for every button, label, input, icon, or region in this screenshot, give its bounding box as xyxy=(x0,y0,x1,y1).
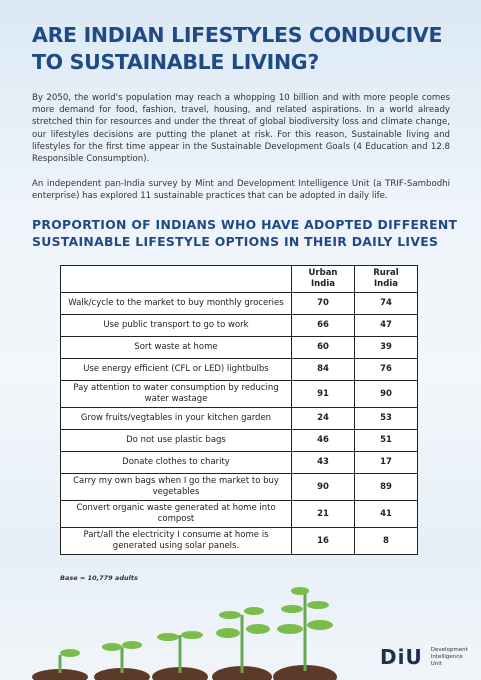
row-label: Pay attention to water consumption by re… xyxy=(60,380,292,408)
table-row: Pay attention to water consumption by re… xyxy=(60,380,418,408)
table-row: Donate clothes to charity 43 17 xyxy=(60,451,418,474)
logo-line: Development xyxy=(430,646,468,653)
value-cell: 91 xyxy=(291,380,355,408)
table-row: Use energy efficient (CFL or LED) lightb… xyxy=(60,358,418,381)
value-cell: 84 xyxy=(291,358,355,381)
value-cell: 47 xyxy=(354,314,418,337)
header-cell: Urban India xyxy=(291,265,355,293)
row-label: Walk/cycle to the market to buy monthly … xyxy=(60,292,292,315)
header-row: Urban India Rural India xyxy=(60,265,418,293)
table-row: Walk/cycle to the market to buy monthly … xyxy=(60,292,418,315)
table: Urban India Rural India Walk/cycle to the… xyxy=(60,265,418,555)
table-row: Carry my own bags when I go the market t… xyxy=(60,473,418,501)
seedlings xyxy=(32,587,337,680)
value-cell: 21 xyxy=(291,500,355,528)
value-cell: 60 xyxy=(291,336,355,359)
paragraph: By 2050, the world's population may reac… xyxy=(32,93,450,165)
row-label: Donate clothes to charity xyxy=(60,451,292,474)
value-cell: 70 xyxy=(291,292,355,315)
value-cell: 46 xyxy=(291,429,355,452)
table-row: Sort waste at home 60 39 xyxy=(60,336,418,359)
paragraph: An independent pan-India survey by Mint … xyxy=(32,179,450,202)
logo-line: Unit xyxy=(430,660,442,667)
value-cell: 76 xyxy=(354,358,418,381)
row-label: Sort waste at home xyxy=(60,336,292,359)
row-label: Convert organic waste generated at home … xyxy=(60,500,292,528)
row-label: Use energy efficient (CFL or LED) lightb… xyxy=(60,358,292,381)
table-row: Do not use plastic bags 46 51 xyxy=(60,429,418,452)
logo-mark: DiU xyxy=(380,645,423,669)
value-cell: 39 xyxy=(354,336,418,359)
value-cell: 16 xyxy=(291,527,355,555)
value-cell: 53 xyxy=(354,407,418,430)
value-cell: 90 xyxy=(354,380,418,408)
row-label: Grow fruits/vegtables in your kitchen ga… xyxy=(60,407,292,430)
value-cell: 89 xyxy=(354,473,418,501)
value-cell: 41 xyxy=(354,500,418,528)
table-row: Part/all the electricity I consume at ho… xyxy=(60,527,418,555)
section-title: PROPORTION OF INDIANS WHO HAVE ADOPTED D… xyxy=(32,217,458,249)
logo-line: Intelligence xyxy=(430,653,463,660)
footnote: Base = 10,779 adults xyxy=(60,574,138,582)
value-cell: 66 xyxy=(291,314,355,337)
value-cell: 8 xyxy=(354,527,418,555)
table-row: Convert organic waste generated at home … xyxy=(60,500,418,528)
value-cell: 17 xyxy=(354,451,418,474)
value-cell: 51 xyxy=(354,429,418,452)
value-cell: 43 xyxy=(291,451,355,474)
header-cell xyxy=(60,265,292,293)
value-cell: 74 xyxy=(354,292,418,315)
row-label: Carry my own bags when I go the market t… xyxy=(60,473,292,501)
row-label: Use public transport to go to work xyxy=(60,314,292,337)
value-cell: 90 xyxy=(291,473,355,501)
table-row: Use public transport to go to work 66 47 xyxy=(60,314,418,337)
row-label: Part/all the electricity I consume at ho… xyxy=(60,527,292,555)
header-cell: Rural India xyxy=(354,265,418,293)
table-row: Grow fruits/vegtables in your kitchen ga… xyxy=(60,407,418,430)
logo-text: Development Intelligence Unit xyxy=(431,647,468,668)
title: ARE INDIAN LIFESTYLES CONDUCIVE TO SUSTA… xyxy=(32,23,443,74)
row-label: Do not use plastic bags xyxy=(60,429,292,452)
logo: DiU Development Intelligence Unit xyxy=(380,645,468,669)
value-cell: 24 xyxy=(291,407,355,430)
